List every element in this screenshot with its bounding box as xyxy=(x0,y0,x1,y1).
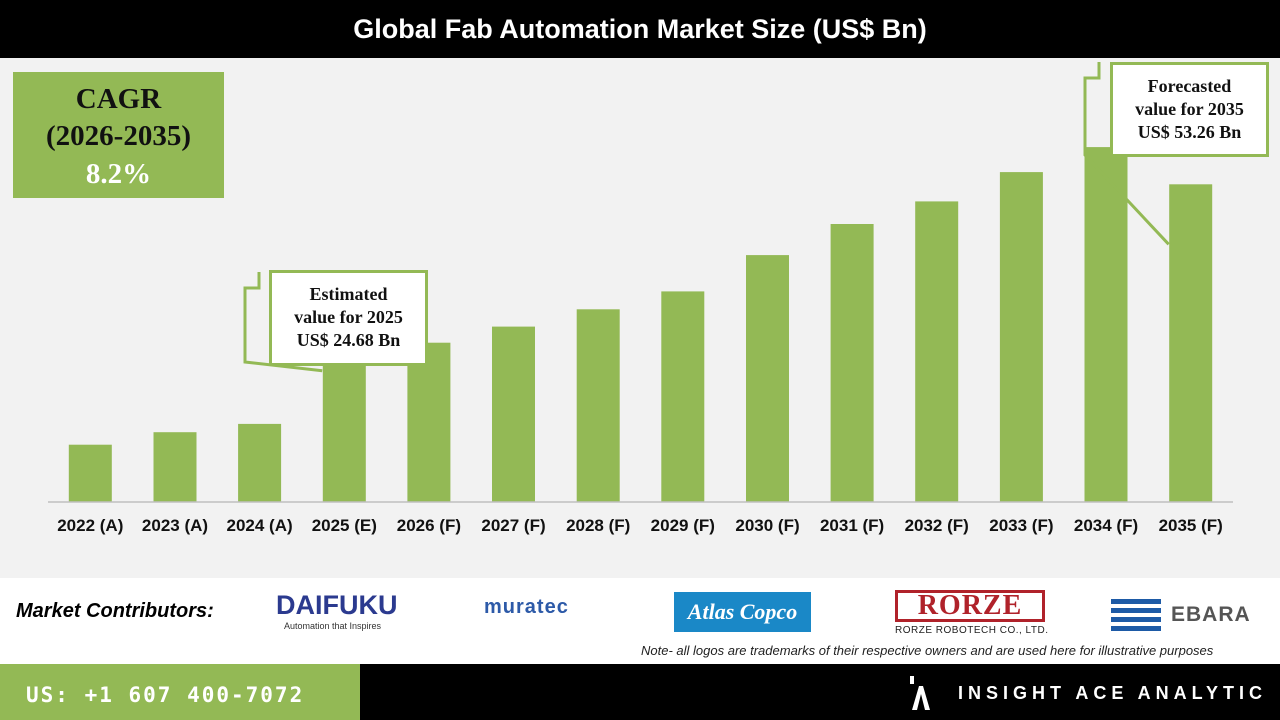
rorze-logo: RORZE RORZE ROBOTECH CO., LTD. xyxy=(895,590,1049,636)
footer-area xyxy=(0,578,1280,664)
x-tick-label: 2024 (A) xyxy=(227,516,293,535)
x-tick-label: 2026 (F) xyxy=(397,516,461,535)
atlas-copco-logo: Atlas Copco xyxy=(674,588,811,636)
x-tick-label: 2033 (F) xyxy=(989,516,1053,535)
x-tick-label: 2025 (E) xyxy=(312,516,377,535)
phone-number: US: +1 607 400-7072 xyxy=(0,664,360,720)
bar-2026-f xyxy=(407,342,451,502)
cagr-period: (2026-2035) xyxy=(46,120,191,152)
forecasted-line2: value for 2035 xyxy=(1135,99,1244,119)
bar-2027-f xyxy=(492,326,535,502)
bar-2030-f xyxy=(746,255,789,502)
ebara-name: EBARA xyxy=(1171,603,1251,626)
x-tick-label: 2031 (F) xyxy=(820,516,884,535)
bar-2023-a xyxy=(153,432,197,502)
rorze-sub: RORZE ROBOTECH CO., LTD. xyxy=(895,625,1049,636)
bar-2022-a xyxy=(68,444,112,502)
daifuku-name: DAIFUKU xyxy=(276,590,398,620)
bar-2035-f xyxy=(1169,184,1213,503)
cagr-value: 8.2% xyxy=(85,158,152,190)
bar-2032-f xyxy=(915,201,959,502)
x-tick-label: 2023 (A) xyxy=(142,516,208,535)
x-tick-labels: 2022 (A) 2023 (A) 2024 (A) 2025 (E) 2026 (F)… xyxy=(57,516,1223,535)
bar-2024-a xyxy=(238,423,282,502)
brand: INSIGHT ACE ANALYTIC xyxy=(910,676,1267,710)
x-tick-label: 2028 (F) xyxy=(566,516,630,535)
forecasted-line3: US$ 53.26 Bn xyxy=(1137,122,1242,142)
brand-name: INSIGHT ACE ANALYTIC xyxy=(958,682,1268,703)
x-tick-label: 2032 (F) xyxy=(905,516,969,535)
bar-2025-e xyxy=(322,354,366,502)
estimated-line3: US$ 24.68 Bn xyxy=(296,330,401,350)
rorze-name: RORZE xyxy=(895,590,1045,622)
bar-chart: 2022 (A) 2023 (A) 2024 (A) 2025 (E) 2026 (F)… xyxy=(48,62,1233,535)
x-tick-label: 2035 (F) xyxy=(1159,516,1223,535)
muratec-logo: muratec xyxy=(484,596,569,618)
market-contributors-label: Market Contributors: xyxy=(16,600,214,622)
bar-2031-f xyxy=(830,224,874,502)
bar-2028-f xyxy=(576,309,620,502)
trademark-note: Note- all logos are trademarks of their … xyxy=(641,643,1214,658)
cagr-box: CAGR (2026-2035) 8.2% xyxy=(13,72,224,198)
atlas-copco-name: Atlas Copco xyxy=(687,599,798,624)
bars-group xyxy=(68,147,1213,503)
bar-2034-f xyxy=(1084,147,1128,502)
daifuku-tagline: Automation that Inspires xyxy=(284,621,382,631)
ebara-logo: EBARA xyxy=(1111,599,1251,631)
estimated-line1: Estimated xyxy=(309,284,388,304)
chart-title: Global Fab Automation Market Size (US$ B… xyxy=(0,0,1280,58)
bar-2029-f xyxy=(661,291,705,502)
insight-ace-logo-icon xyxy=(910,676,930,710)
forecasted-line1: Forecasted xyxy=(1147,76,1232,96)
bar-2033-f xyxy=(999,172,1043,502)
daifuku-logo: DAIFUKU Automation that Inspires xyxy=(276,590,398,631)
ebara-mark-icon xyxy=(1111,599,1161,631)
cagr-label: CAGR xyxy=(75,83,162,115)
estimated-callout: Estimated value for 2025 US$ 24.68 Bn xyxy=(269,270,428,366)
x-tick-label: 2030 (F) xyxy=(735,516,799,535)
x-tick-label: 2034 (F) xyxy=(1074,516,1138,535)
x-tick-label: 2022 (A) xyxy=(57,516,123,535)
x-tick-label: 2029 (F) xyxy=(651,516,715,535)
forecasted-connector xyxy=(1083,62,1170,246)
x-tick-label: 2027 (F) xyxy=(481,516,545,535)
estimated-line2: value for 2025 xyxy=(294,307,403,327)
forecasted-callout: Forecasted value for 2035 US$ 53.26 Bn xyxy=(1110,62,1269,157)
